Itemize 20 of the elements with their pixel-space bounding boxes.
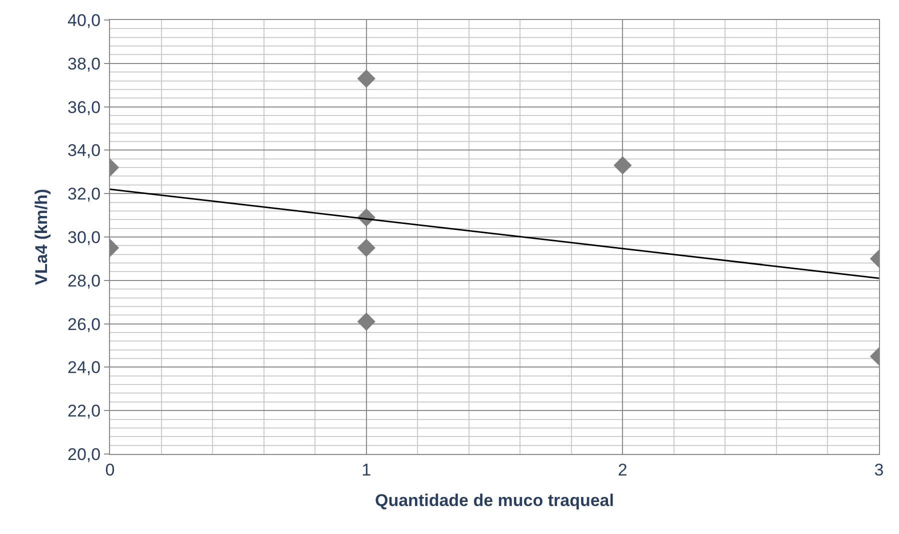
x-tick-label: 0 [105,460,115,480]
y-tick-label: 38,0 [68,54,101,74]
y-tick-label: 28,0 [68,271,101,290]
y-tick-label: 22,0 [68,402,101,421]
point [357,312,376,331]
y-tick-label: 40,0 [68,10,101,30]
y-tick-label: 26,0 [68,314,101,334]
y-tick-label: 20,0 [68,444,101,464]
y-tick-label: 36,0 [68,98,101,117]
y-tick-label: 32,0 [68,184,101,204]
x-tick-label: 3 [874,460,884,480]
point [357,238,376,257]
x-tick-label: 2 [618,460,628,480]
y-axis-title: VLa4 (km/h) [32,188,52,286]
y-tick-label: 24,0 [68,358,101,378]
point [357,69,376,88]
x-axis-title: Quantidade de muco traqueal [375,490,614,510]
y-tick-label: 30,0 [68,228,101,247]
x-tick-label: 1 [362,460,372,480]
y-tick-label: 34,0 [68,141,101,160]
